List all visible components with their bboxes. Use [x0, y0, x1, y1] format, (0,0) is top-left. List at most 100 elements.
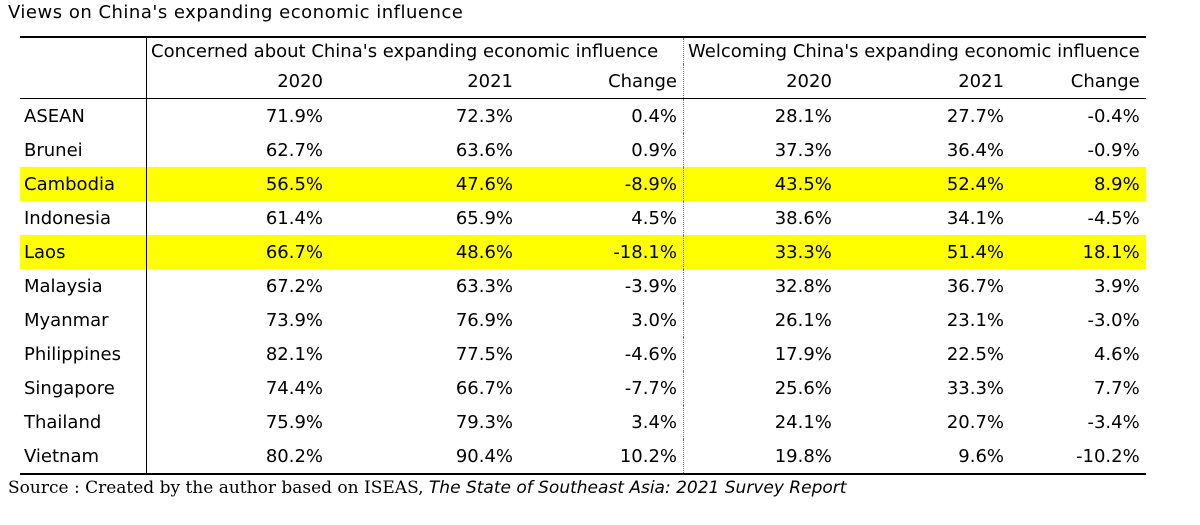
data-table: Concerned about China's expanding econom… [20, 36, 1146, 475]
table-row: Brunei 62.7% 63.6% 0.9% 37.3% 36.4% -0.9% [20, 133, 1146, 167]
country-cell: Vietnam [20, 439, 147, 475]
value-cell: 66.7% [455, 377, 513, 399]
table-row: Indonesia 61.4% 65.9% 4.5% 38.6% 34.1% -4.5% [20, 201, 1146, 235]
value-cell: 19.8% [683, 439, 838, 475]
value-cell: 3.9% [1093, 275, 1140, 297]
table-row: ASEAN 71.9% 72.3% 0.4% 28.1% 27.7% -0.4% [20, 98, 1146, 133]
value-cell: 75.9% [146, 405, 329, 439]
value-cell: 24.1% [774, 411, 832, 433]
value-cell: 34.1% [946, 207, 1005, 229]
table-row: Cambodia 56.5% 47.6% -8.9% 43.5% 52.4% 8.9% [20, 167, 1146, 201]
country-cell: Thailand [24, 411, 102, 433]
value-cell: 52.4% [837, 167, 1011, 201]
table-row: Thailand 75.9% 79.3% 3.4% 24.1% 20.7% -3.4% [20, 405, 1146, 439]
value-cell: 63.6% [455, 139, 513, 161]
subheader-row: 2020 2021 Change 2020 2021 Change [20, 64, 1146, 99]
value-cell: 22.5% [946, 343, 1005, 365]
value-cell: 20.7% [946, 411, 1005, 433]
value-cell: 67.2% [146, 269, 329, 303]
value-cell: 74.4% [146, 371, 329, 405]
value-cell: 80.2% [146, 439, 329, 475]
country-cell: Brunei [24, 139, 83, 161]
value-cell: -10.2% [1010, 439, 1146, 475]
table-row: Singapore 74.4% 66.7% -7.7% 25.6% 33.3% 7.7% [20, 371, 1146, 405]
value-cell: -7.7% [519, 371, 684, 405]
value-cell: 0.4% [519, 98, 684, 133]
group-header-welcoming: Welcoming China's expanding economic inf… [683, 36, 1146, 64]
country-cell: Philippines [24, 343, 121, 365]
corner-cell [20, 64, 147, 99]
value-cell: 0.9% [519, 133, 684, 167]
value-cell: 27.7% [946, 105, 1005, 127]
value-cell: 76.9% [455, 309, 513, 331]
country-cell: Malaysia [24, 275, 103, 297]
value-cell: 9.6% [837, 439, 1011, 475]
corner-cell [20, 36, 147, 64]
subheader-2021-welcoming: 2021 [837, 64, 1011, 99]
value-cell: 77.5% [455, 343, 513, 365]
subheader-change-welcoming: Change [1010, 64, 1146, 99]
group-header-row: Concerned about China's expanding econom… [20, 36, 1146, 64]
country-cell: ASEAN [24, 105, 85, 127]
country-cell: Cambodia [20, 167, 147, 201]
value-cell: 61.4% [146, 201, 329, 235]
value-cell: 48.6% [329, 235, 519, 269]
subheader-2020-concerned: 2020 [146, 64, 329, 99]
table-row: Vietnam 80.2% 90.4% 10.2% 19.8% 9.6% -10.2% [20, 439, 1146, 475]
value-cell: 28.1% [774, 105, 832, 127]
value-cell: 33.3% [946, 377, 1005, 399]
source-report-title: The State of Southeast Asia: 2021 Survey… [428, 478, 847, 498]
table-row: Laos 66.7% 48.6% -18.1% 33.3% 51.4% 18.1% [20, 235, 1146, 269]
value-cell: 47.6% [329, 167, 519, 201]
value-cell: -4.6% [519, 337, 684, 371]
table-title: Views on China's expanding economic infl… [8, 2, 464, 23]
value-cell: 51.4% [837, 235, 1011, 269]
value-cell: -0.9% [1087, 139, 1140, 161]
country-cell: Laos [20, 235, 147, 269]
value-cell: 82.1% [146, 337, 329, 371]
value-cell: 43.5% [683, 167, 838, 201]
value-cell: -3.4% [1087, 411, 1140, 433]
value-cell: 72.3% [455, 105, 513, 127]
value-cell: 23.1% [946, 309, 1005, 331]
table-row: Malaysia 67.2% 63.3% -3.9% 32.8% 36.7% 3.9% [20, 269, 1146, 303]
subheader-2021-concerned: 2021 [329, 64, 519, 99]
value-cell: 73.9% [146, 303, 329, 337]
country-cell: Indonesia [24, 207, 112, 229]
country-cell: Singapore [24, 377, 115, 399]
value-cell: 4.6% [1093, 343, 1140, 365]
value-cell: 10.2% [519, 439, 684, 475]
source-note: Source : Created by the author based on … [8, 478, 846, 498]
value-cell: 71.9% [146, 98, 329, 133]
value-cell: 63.3% [455, 275, 513, 297]
value-cell: 8.9% [1010, 167, 1146, 201]
value-cell: 38.6% [774, 207, 832, 229]
group-header-concerned: Concerned about China's expanding econom… [146, 36, 684, 64]
value-cell: 33.3% [683, 235, 838, 269]
value-cell: -0.4% [1087, 105, 1140, 127]
value-cell: 36.7% [946, 275, 1005, 297]
value-cell: 62.7% [146, 133, 329, 167]
value-cell: 25.6% [774, 377, 832, 399]
value-cell: 79.3% [455, 411, 513, 433]
value-cell: -4.5% [1087, 207, 1140, 229]
value-cell: 90.4% [329, 439, 519, 475]
value-cell: -3.9% [519, 269, 684, 303]
value-cell: 18.1% [1010, 235, 1146, 269]
value-cell: -3.0% [1087, 309, 1140, 331]
value-cell: 4.5% [519, 201, 684, 235]
source-prefix: Source : Created by the author based on … [8, 478, 429, 498]
value-cell: 66.7% [146, 235, 329, 269]
value-cell: -18.1% [519, 235, 684, 269]
value-cell: 56.5% [146, 167, 329, 201]
value-cell: 3.0% [519, 303, 684, 337]
value-cell: 17.9% [774, 343, 832, 365]
value-cell: 26.1% [774, 309, 832, 331]
value-cell: 3.4% [519, 405, 684, 439]
subheader-change-concerned: Change [519, 64, 684, 99]
table-row: Philippines 82.1% 77.5% -4.6% 17.9% 22.5% 4.6% [20, 337, 1146, 371]
country-cell: Myanmar [24, 309, 109, 331]
value-cell: 37.3% [774, 139, 832, 161]
subheader-2020-welcoming: 2020 [683, 64, 838, 99]
value-cell: 36.4% [946, 139, 1005, 161]
